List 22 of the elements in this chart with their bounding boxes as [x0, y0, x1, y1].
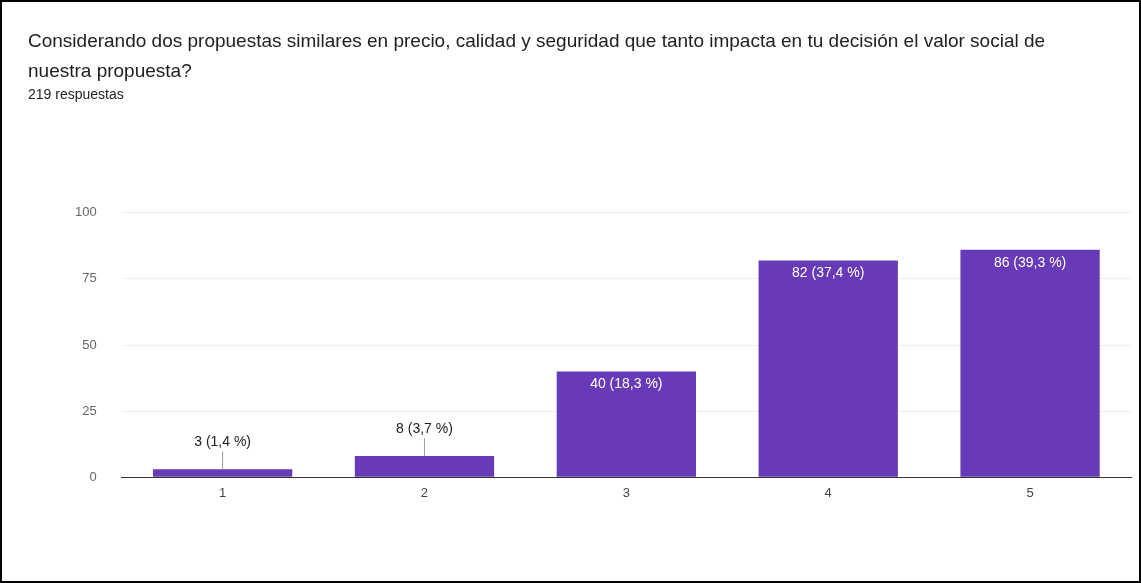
y-tick-label: 0 [89, 468, 97, 484]
x-tick-label: 4 [824, 484, 832, 500]
chart-title: Considerando dos propuestas similares en precio, calidad y seguridad que tanto impacta en tu decisión el valor social de nuestra propuesta? [28, 29, 1047, 83]
y-tick-label: 50 [82, 336, 97, 352]
data-label: 40 (18,3 %) [590, 375, 663, 392]
y-tick-label: 100 [74, 204, 97, 220]
x-tick-label: 2 [420, 484, 429, 500]
bar [152, 469, 293, 477]
bar [556, 371, 696, 477]
x-tick-label: 3 [622, 484, 630, 500]
x-tick-label: 5 [1026, 484, 1034, 500]
data-label: 3 (1,4 %) [194, 433, 252, 450]
bar [758, 260, 898, 477]
y-tick-label: 75 [82, 270, 97, 286]
data-label: 82 (37,4 %) [792, 264, 865, 281]
data-label: 8 (3,7 %) [396, 419, 453, 436]
y-tick-label: 25 [82, 402, 97, 418]
chart-subtitle: 219 respuestas [28, 86, 124, 102]
data-label: 86 (39,3 %) [993, 253, 1067, 270]
x-tick-label: 1 [219, 484, 227, 500]
bar [354, 456, 495, 477]
bar [960, 249, 1100, 477]
